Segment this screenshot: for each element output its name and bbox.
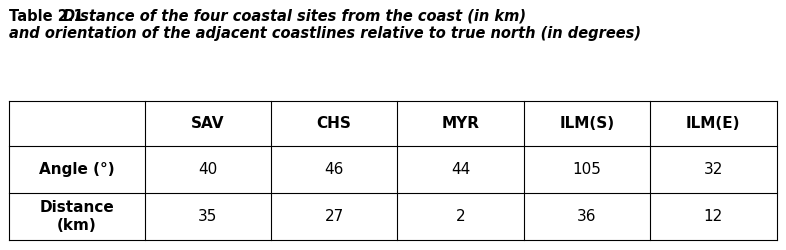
Text: 27: 27 [325, 209, 343, 224]
Text: 40: 40 [198, 162, 218, 177]
Text: Distance of the four coastal sites from the coast (in km): Distance of the four coastal sites from … [63, 9, 526, 24]
Text: MYR: MYR [442, 116, 479, 131]
Text: 32: 32 [703, 162, 723, 177]
Text: ILM(S): ILM(S) [560, 116, 615, 131]
Text: SAV: SAV [191, 116, 225, 131]
Text: and orientation of the adjacent coastlines relative to true north (in degrees): and orientation of the adjacent coastlin… [9, 26, 641, 41]
Text: 105: 105 [572, 162, 601, 177]
Text: 2: 2 [456, 209, 465, 224]
Text: Table 2.1: Table 2.1 [9, 9, 90, 24]
Text: 12: 12 [703, 209, 723, 224]
Text: Angle (°): Angle (°) [39, 162, 115, 177]
Text: Distance
(km): Distance (km) [39, 200, 115, 232]
Text: 46: 46 [325, 162, 343, 177]
Text: 35: 35 [198, 209, 218, 224]
Text: ILM(E): ILM(E) [686, 116, 740, 131]
Text: 36: 36 [577, 209, 597, 224]
Text: CHS: CHS [317, 116, 351, 131]
Text: 44: 44 [451, 162, 470, 177]
